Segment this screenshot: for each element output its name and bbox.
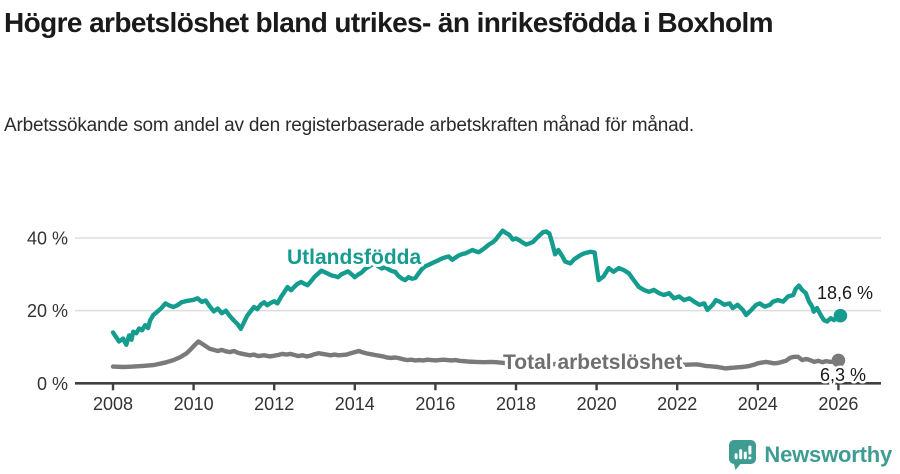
series-end-dot-total: [831, 353, 846, 368]
page-title: Högre arbetslöshet bland utrikes- än inr…: [4, 7, 774, 38]
series-line-utlandsfodda: [110, 228, 843, 347]
x-tick-label: 2014: [335, 394, 375, 414]
x-tick-label: 2010: [174, 394, 214, 414]
end-value-label-total: 6,3 %: [820, 365, 866, 385]
x-tick-label: 2022: [657, 394, 697, 414]
x-tick-label: 2026: [818, 394, 858, 414]
newsworthy-logo-link[interactable]: Newsworthy: [729, 440, 892, 470]
y-tick-label: 40 %: [27, 229, 68, 249]
series-label-total: Total arbetslöshet: [503, 351, 682, 374]
page-subtitle: Arbetssökande som andel av den registerb…: [4, 115, 694, 136]
series-end-dot-utlandsfodda: [833, 308, 848, 323]
x-tick-label: 2008: [93, 394, 133, 414]
x-tick-label: 2020: [577, 394, 617, 414]
x-tick-label: 2012: [254, 394, 294, 414]
y-tick-label: 20 %: [27, 301, 68, 321]
end-value-label-utlandsfodda: 18,6 %: [817, 283, 873, 303]
y-tick-label: 0 %: [37, 374, 68, 394]
series-line-total: [110, 339, 841, 371]
x-tick-label: 2018: [496, 394, 536, 414]
newsworthy-brand-text: Newsworthy: [764, 442, 892, 467]
x-tick-label: 2016: [415, 394, 455, 414]
speech-bubble-bar-chart-icon: [729, 440, 757, 470]
x-tick-label: 2024: [738, 394, 778, 414]
series-label-utlandsfodda: Utlandsfödda: [287, 246, 421, 269]
